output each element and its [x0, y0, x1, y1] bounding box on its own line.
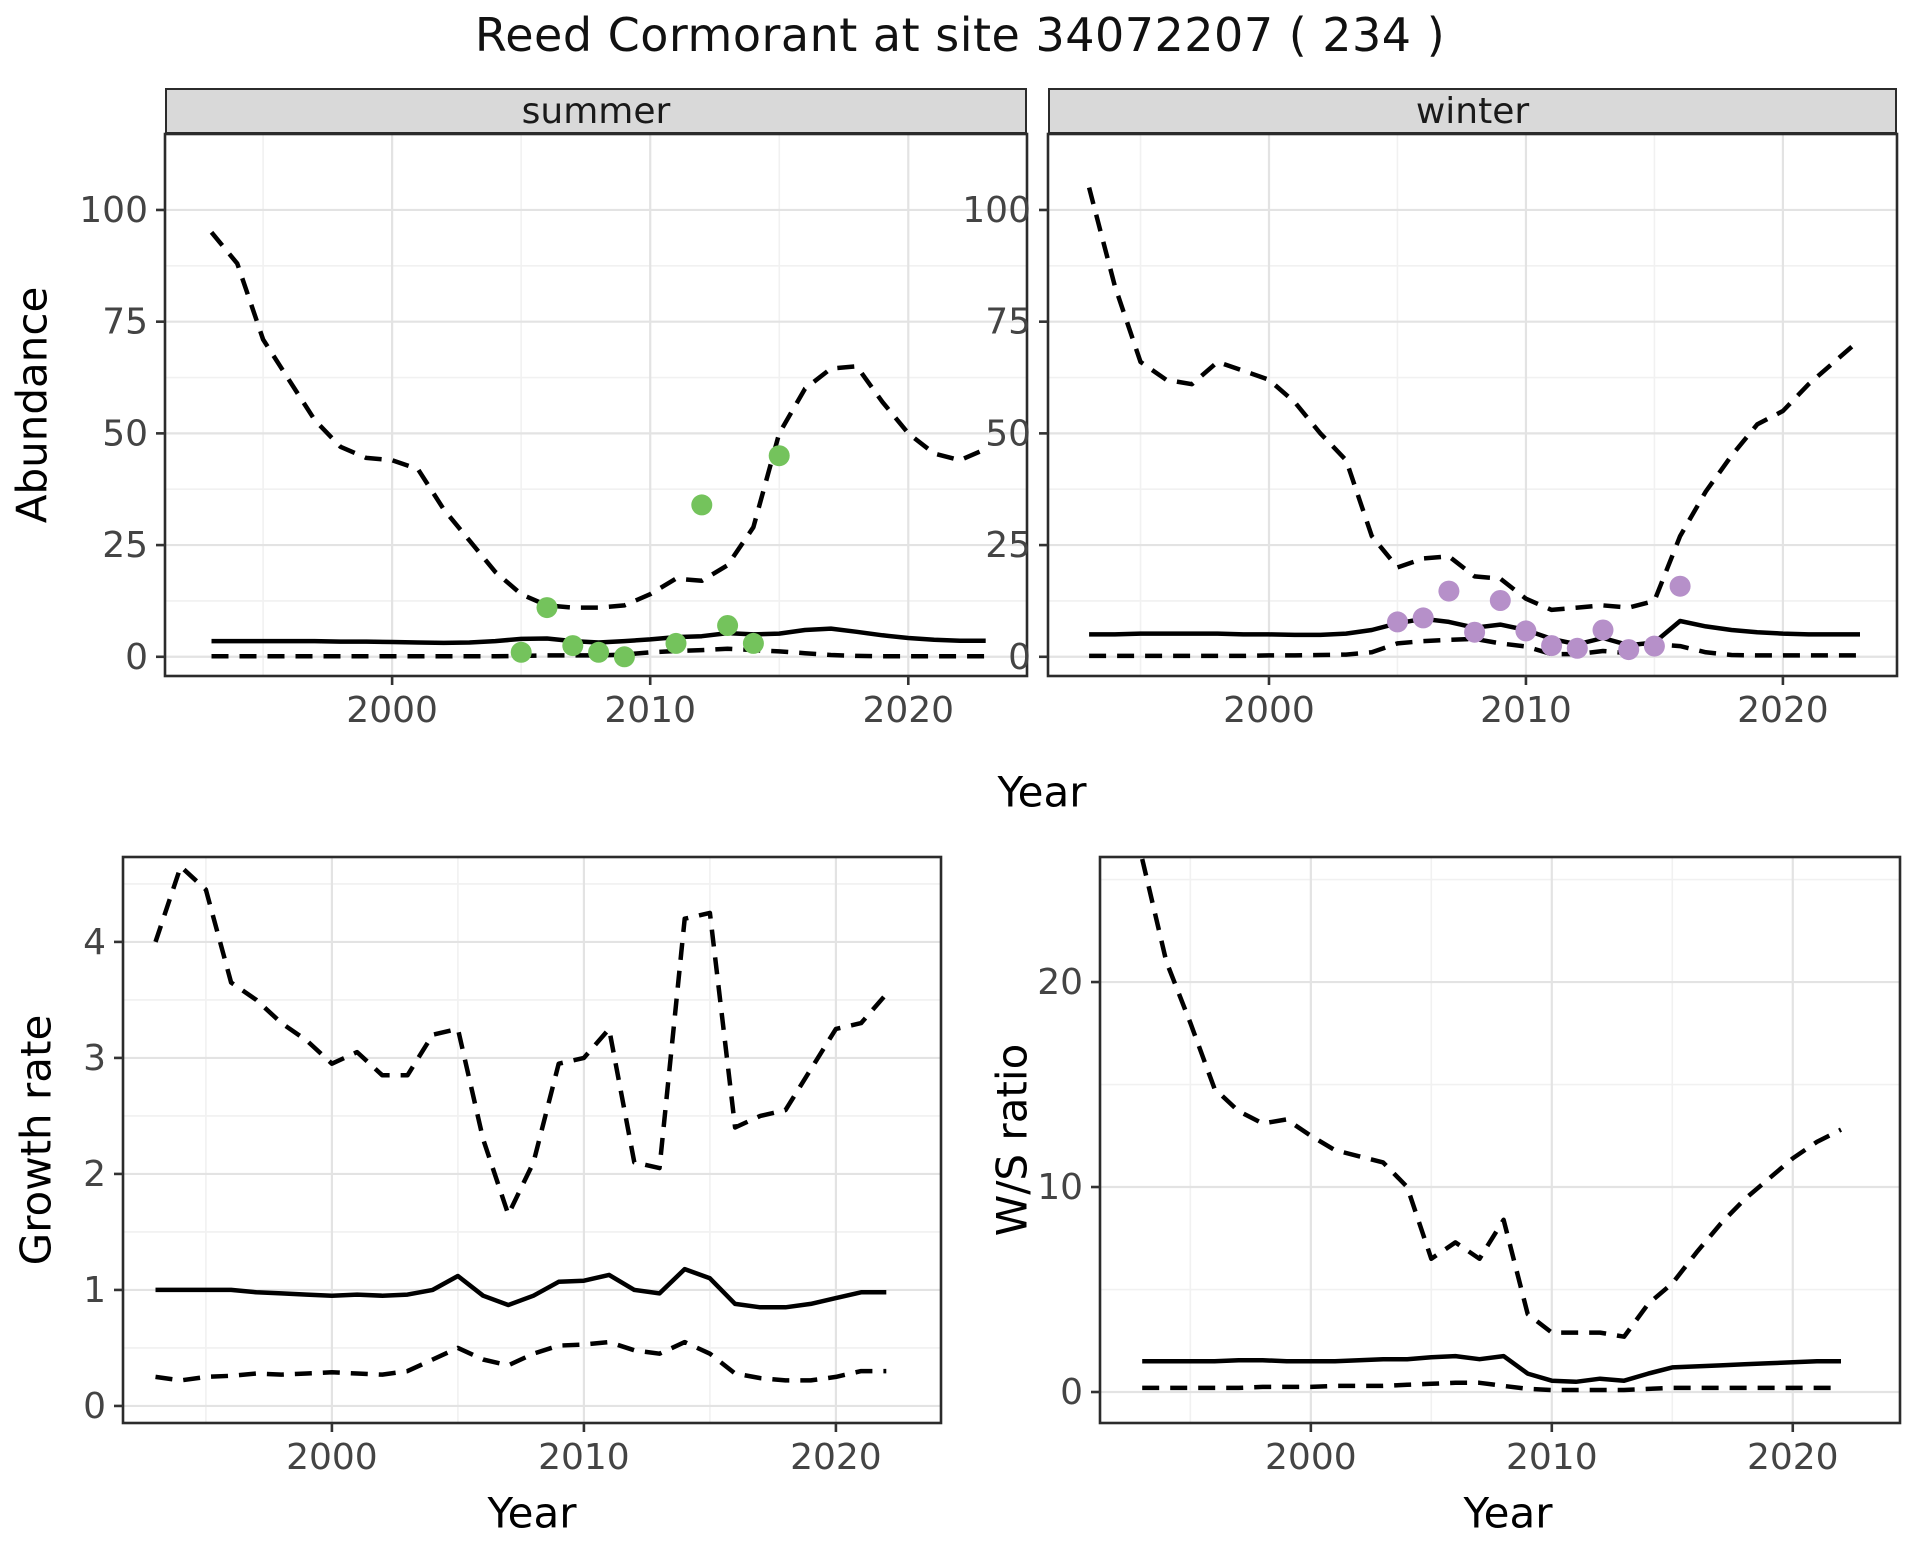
abundance-winter-data-point	[1618, 639, 1640, 661]
abundance-winter-data-point	[1438, 580, 1460, 602]
abundance-summer-data-point	[691, 494, 713, 516]
y-tick-label: 100	[962, 190, 1031, 231]
abundance-winter-upper-line	[1086, 187, 1862, 613]
panel-border	[121, 855, 943, 1425]
ws-ratio-upper-line	[1140, 858, 1843, 1339]
abundance-summer-upper-line	[209, 230, 987, 610]
y-tick-label: 0	[125, 637, 148, 678]
abundance-summer-data-point	[717, 615, 739, 636]
abundance-winter-data-point	[1412, 607, 1434, 629]
y-axis-title-ws-ratio: W/S ratio	[987, 1043, 1037, 1237]
panel-ws-ratio: 2000 2010 2020 0 10 20	[1037, 855, 1902, 1478]
abundance-summer-data-point	[768, 445, 790, 467]
y-tick-label: 75	[985, 302, 1031, 343]
abundance-summer-lower-line	[211, 646, 986, 659]
y-tick-label: 75	[102, 302, 148, 343]
x-tick-label: 2000	[286, 1437, 378, 1478]
growth-rate-upper-line	[153, 864, 888, 1217]
x-axis-title-year-top: Year	[997, 767, 1087, 817]
abundance-winter-data-point	[1643, 635, 1665, 657]
panel-background	[1100, 857, 1900, 1423]
y-tick-label: 2	[83, 1154, 106, 1195]
y-tick-label: 20	[1037, 962, 1083, 1003]
panel-border	[163, 132, 1029, 678]
y-tick-label: 0	[83, 1386, 106, 1427]
abundance-summer-data-point	[742, 632, 764, 654]
growth-rate-median-line	[155, 1266, 887, 1310]
abundance-summer-data-point	[665, 632, 687, 654]
abundance-summer-data-point	[588, 641, 610, 663]
x-axis-title-year-bottom-left: Year	[487, 1488, 577, 1538]
facet-strip-winter: winter	[1048, 88, 1897, 134]
abundance-summer-data-point	[536, 597, 558, 619]
x-tick-label: 2000	[1265, 1437, 1357, 1478]
y-tick-label: 25	[985, 525, 1031, 566]
panel-growth-rate: 2000 2010 2020 0 1 2 3 4	[83, 855, 943, 1478]
y-tick-label: 0	[1060, 1372, 1083, 1413]
abundance-summer-data-point	[510, 641, 532, 663]
facet-strip-summer-label: summer	[521, 90, 671, 132]
chart-title: Reed Cormorant at site 34072207 ( 234 )	[474, 8, 1446, 62]
ws-ratio-median-line	[1142, 1353, 1841, 1385]
facet-strip-summer: summer	[165, 88, 1027, 134]
x-tick-label: 2010	[1480, 690, 1572, 731]
x-tick-label: 2010	[1506, 1437, 1598, 1478]
x-tick-label: 2000	[1223, 690, 1315, 731]
y-tick-label: 50	[102, 413, 148, 454]
panel-abundance-summer: 2000 2010 2020 0 25 50 75 100	[79, 132, 1029, 731]
y-tick-label: 100	[79, 190, 148, 231]
x-tick-label: 2020	[790, 1437, 882, 1478]
panel-background	[123, 857, 941, 1423]
abundance-winter-data-point	[1669, 575, 1691, 597]
abundance-winter-data-point	[1566, 637, 1588, 659]
x-tick-label: 2000	[346, 690, 438, 731]
panel-background	[1048, 134, 1897, 676]
abundance-winter-data-point	[1489, 590, 1511, 611]
y-tick-label: 4	[83, 922, 106, 963]
facet-strip-winter-label: winter	[1415, 90, 1530, 132]
panel-border	[1098, 855, 1902, 1425]
x-tick-label: 2020	[1747, 1437, 1839, 1478]
abundance-winter-lower-line	[1089, 636, 1860, 659]
x-tick-label: 2020	[1737, 690, 1829, 731]
y-tick-label: 1	[83, 1270, 106, 1311]
y-tick-label: 0	[1008, 637, 1031, 678]
x-tick-label: 2020	[862, 690, 954, 731]
growth-rate-lower-line	[155, 1339, 887, 1383]
panel-background	[165, 134, 1027, 676]
abundance-winter-data-point	[1515, 620, 1537, 642]
panel-border	[1046, 132, 1899, 678]
abundance-winter-data-point	[1592, 619, 1614, 641]
y-tick-label: 10	[1037, 1167, 1083, 1208]
y-tick-label: 50	[985, 413, 1031, 454]
y-axis-title-growth-rate: Growth rate	[11, 1014, 61, 1266]
x-tick-label: 2010	[604, 690, 696, 731]
abundance-summer-data-point	[562, 635, 584, 657]
abundance-winter-data-point	[1387, 611, 1408, 633]
y-axis-title-abundance: Abundance	[7, 286, 57, 524]
abundance-winter-data-point	[1541, 635, 1563, 657]
y-tick-label: 3	[83, 1038, 106, 1079]
panel-abundance-winter: 2000 2010 2020 0 25 50 75 100	[962, 132, 1899, 731]
ws-ratio-lower-line	[1142, 1380, 1841, 1393]
y-tick-label: 25	[102, 525, 148, 566]
abundance-winter-data-point	[1464, 621, 1486, 643]
abundance-summer-data-point	[613, 646, 635, 668]
x-tick-label: 2010	[538, 1437, 630, 1478]
x-axis-title-year-bottom-right: Year	[1463, 1488, 1553, 1538]
